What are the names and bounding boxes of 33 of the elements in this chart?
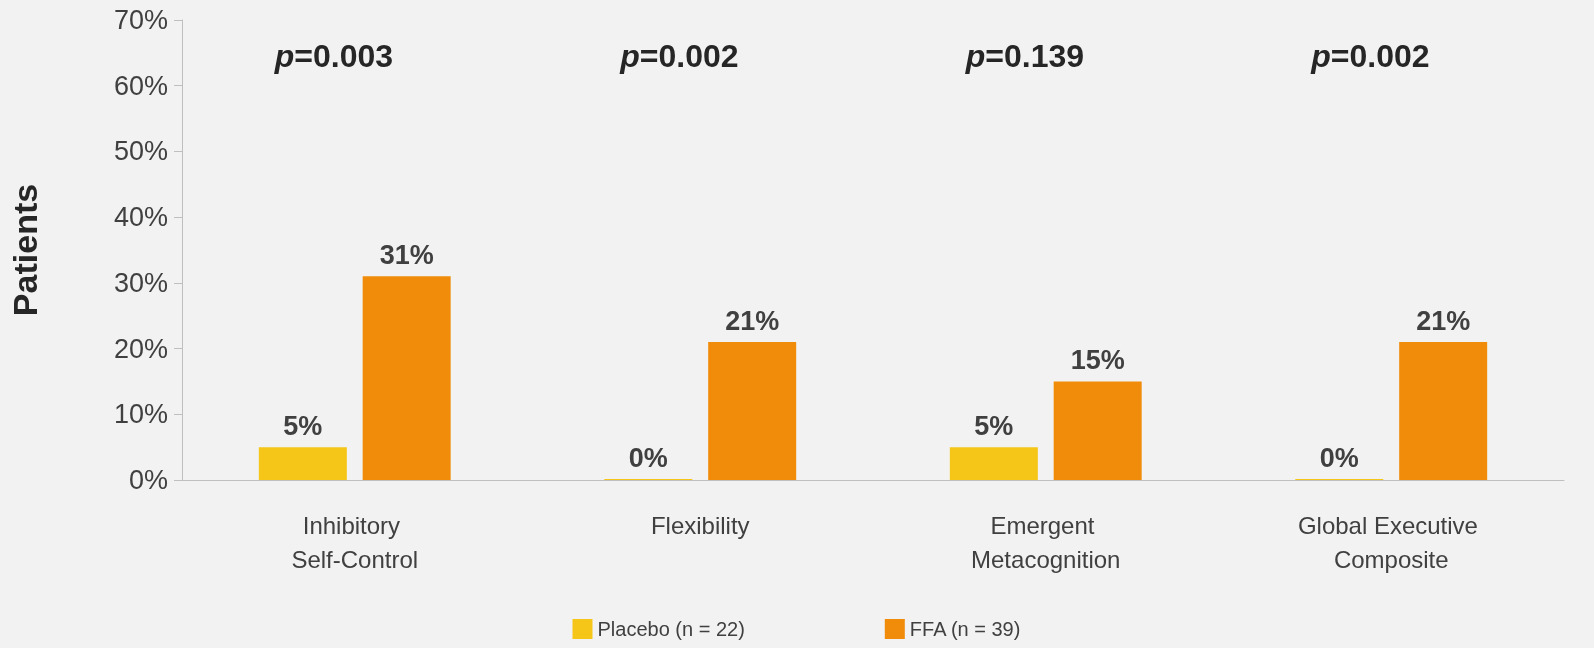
x-tick-label: Global Executive Composite	[1297, 511, 1485, 573]
y-axis-title: Patients	[6, 183, 44, 317]
data-label: 0%	[628, 442, 668, 473]
y-tick-label: 60%	[113, 70, 168, 101]
legend-label: Placebo (n = 22)	[597, 618, 745, 640]
annotation: p=0.139	[964, 38, 1085, 74]
x-tick-label: Inhibitory Self-Control	[291, 511, 419, 573]
x-tick-label: Emergent Metacognition	[971, 511, 1121, 573]
data-label: 15%	[1070, 344, 1125, 375]
y-tick-label: 0%	[128, 465, 168, 495]
data-label: 21%	[725, 305, 780, 336]
annotation: p=0.002	[1310, 38, 1430, 74]
bar	[362, 276, 451, 480]
y-tick-label: 30%	[113, 267, 168, 298]
bar	[1053, 381, 1142, 480]
y-tick-label: 70%	[113, 5, 168, 35]
annotation: p=0.003	[273, 38, 394, 74]
y-tick-label: 40%	[113, 202, 168, 233]
data-label: 31%	[379, 239, 434, 270]
data-label: 5%	[974, 410, 1014, 441]
y-tick-label: 10%	[113, 399, 168, 430]
bar	[708, 342, 797, 480]
x-tick-label: Flexibility	[650, 511, 750, 539]
y-tick-label: 50%	[113, 136, 168, 167]
data-label: 0%	[1319, 442, 1359, 473]
bar	[1399, 342, 1488, 480]
annotation: p=0.002	[619, 38, 739, 74]
bar	[258, 447, 347, 480]
data-label: 5%	[283, 410, 323, 441]
y-tick-label: 20%	[113, 333, 168, 364]
data-label: 21%	[1416, 305, 1471, 336]
legend-label: FFA (n = 39)	[909, 618, 1021, 640]
bar	[949, 447, 1038, 480]
